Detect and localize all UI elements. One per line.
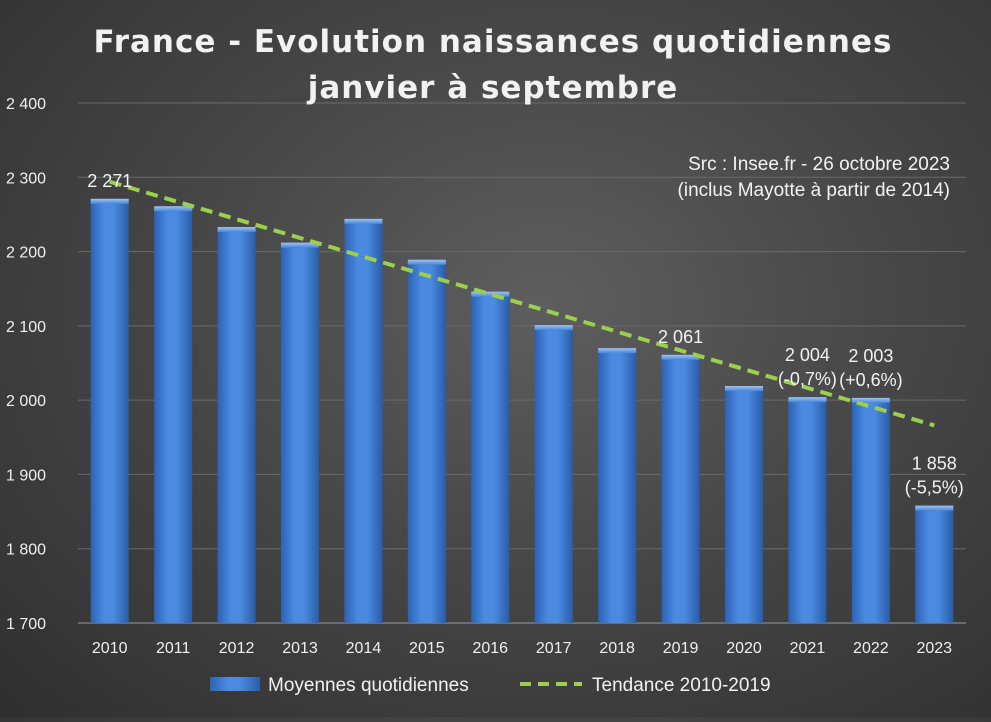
bar xyxy=(154,206,193,623)
data-label: (-5,5%) xyxy=(905,478,964,498)
data-label: 2 271 xyxy=(87,171,132,191)
legend: Moyennes quotidiennes Tendance 2010-2019 xyxy=(210,675,771,696)
bar-top-highlight xyxy=(344,218,383,224)
bar-top-highlight xyxy=(598,348,637,354)
x-tick-label: 2023 xyxy=(916,640,952,657)
x-tick-label: 2014 xyxy=(346,640,382,657)
x-tick-label: 2022 xyxy=(853,640,889,657)
bar-top-highlight xyxy=(724,386,764,392)
legend-trend-label: Tendance 2010-2019 xyxy=(592,675,771,696)
bar-top-highlight xyxy=(851,397,890,403)
trend-line-group xyxy=(109,179,935,428)
bar-top-highlight xyxy=(154,206,193,212)
bar xyxy=(534,325,573,623)
bar xyxy=(915,505,954,623)
data-label: 1 858 xyxy=(912,454,957,474)
bar xyxy=(661,354,700,623)
y-tick-label: 2 200 xyxy=(6,245,46,262)
x-tick-label: 2020 xyxy=(726,640,762,657)
y-tick-label: 2 000 xyxy=(6,393,46,410)
y-tick-label: 2 300 xyxy=(6,170,46,187)
x-tick-label: 2021 xyxy=(790,640,826,657)
data-labels: 2 271 2 061 2 004 (-0,7%) 2 003 (+0,6%) 1 858 (… xyxy=(87,171,964,498)
bar-top-highlight xyxy=(217,227,256,233)
legend-bar-swatch xyxy=(210,677,260,691)
bar xyxy=(90,198,129,624)
y-tick-label: 2 400 xyxy=(6,96,46,113)
bar-top-highlight xyxy=(661,354,700,360)
bar-top-highlight xyxy=(280,242,320,248)
bar xyxy=(788,397,827,623)
bar xyxy=(280,242,320,623)
y-tick-label: 1 900 xyxy=(6,467,46,484)
bar-top-highlight xyxy=(915,505,954,511)
bar xyxy=(407,259,446,623)
bars: 2010 2011 2012 2013 2014 2015 2016 2017 2018 2019… xyxy=(90,198,954,657)
x-tick-label: 2016 xyxy=(472,640,508,657)
y-tick-label: 1 800 xyxy=(6,542,46,559)
x-tick-label: 2011 xyxy=(156,640,191,657)
bar-top-highlight xyxy=(90,198,129,204)
y-tick-label: 1 700 xyxy=(6,616,46,633)
bar xyxy=(217,227,256,624)
x-tick-label: 2013 xyxy=(282,640,318,657)
legend-bar-label: Moyennes quotidiennes xyxy=(268,675,469,696)
data-label: (+0,6%) xyxy=(839,370,903,390)
x-tick-label: 2015 xyxy=(409,640,445,657)
x-tick-label: 2012 xyxy=(219,640,255,657)
bar xyxy=(344,218,383,623)
bar xyxy=(598,348,637,623)
chart-title: France - Evolution naissances quotidienn… xyxy=(94,24,893,60)
bar-top-highlight xyxy=(788,397,827,403)
source-note-line-2: (inclus Mayotte à partir de 2014) xyxy=(678,180,950,201)
trend-line xyxy=(109,179,935,428)
bar xyxy=(471,291,510,623)
data-label: 2 004 xyxy=(785,345,830,365)
chart-subtitle: janvier à septembre xyxy=(306,70,679,106)
x-tick-label: 2010 xyxy=(92,640,128,657)
x-tick-label: 2017 xyxy=(536,640,572,657)
data-label: 2 061 xyxy=(658,327,703,347)
bar-top-highlight xyxy=(471,291,510,297)
source-note-line-1: Src : Insee.fr - 26 octobre 2023 xyxy=(688,154,950,175)
bar-top-highlight xyxy=(534,325,573,331)
x-tick-label: 2018 xyxy=(599,640,635,657)
bar xyxy=(851,397,890,623)
bar-top-highlight xyxy=(407,259,446,265)
bar xyxy=(724,386,764,623)
x-tick-label: 2019 xyxy=(663,640,699,657)
data-label: (-0,7%) xyxy=(778,369,837,389)
y-tick-label: 2 100 xyxy=(6,319,46,336)
data-label: 2 003 xyxy=(848,346,893,366)
